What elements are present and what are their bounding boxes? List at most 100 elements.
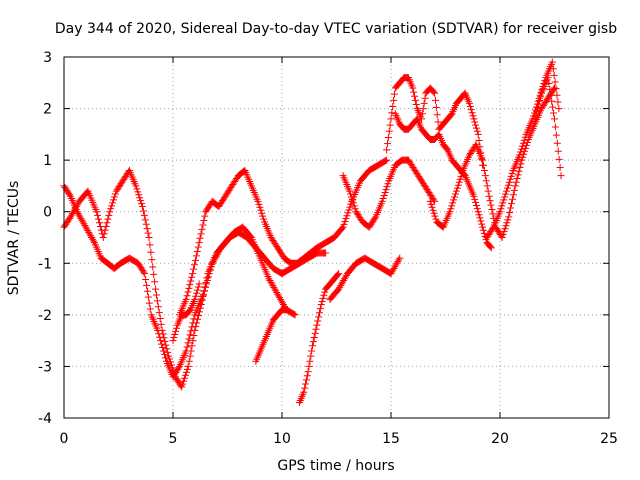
data-point (383, 146, 391, 154)
data-point (533, 108, 541, 116)
data-point (486, 197, 494, 205)
data-point (371, 214, 379, 222)
data-point (157, 320, 165, 328)
data-point (94, 211, 102, 219)
data-point (322, 249, 330, 257)
data-point (257, 206, 265, 214)
data-point (183, 343, 191, 351)
data-point (555, 105, 563, 113)
data-point (191, 326, 199, 334)
data-point (184, 339, 192, 347)
series-track-11 (426, 84, 558, 241)
data-point (105, 211, 113, 219)
data-point (152, 291, 160, 299)
data-point (486, 243, 494, 251)
data-point (181, 371, 189, 379)
data-point (419, 105, 427, 113)
data-point (259, 212, 267, 220)
data-point (314, 317, 322, 325)
series-track-5 (252, 306, 290, 365)
data-point (443, 145, 451, 153)
data-point (315, 313, 323, 321)
data-point (187, 327, 195, 335)
data-point (100, 230, 108, 238)
data-point (433, 111, 441, 119)
x-axis-label: GPS time / hours (277, 458, 394, 474)
data-point (550, 109, 558, 117)
data-point (96, 219, 104, 227)
data-point (186, 352, 194, 360)
data-point (458, 169, 466, 177)
data-point (102, 222, 110, 230)
data-point (190, 265, 198, 273)
data-point (484, 187, 492, 195)
data-point (170, 370, 178, 378)
data-point (350, 202, 358, 210)
data-point (179, 380, 187, 388)
data-point (107, 205, 115, 213)
data-point (476, 214, 484, 222)
data-point (382, 186, 390, 194)
data-point (167, 361, 175, 369)
data-point (516, 151, 524, 159)
data-point (382, 157, 390, 165)
data-point (154, 303, 162, 311)
series-track-10 (391, 110, 495, 252)
data-point (499, 199, 507, 207)
data-point (536, 96, 544, 104)
data-point (199, 221, 207, 229)
data-point (506, 208, 514, 216)
series-track-2 (60, 166, 299, 391)
data-point (200, 217, 208, 225)
data-point (535, 100, 543, 108)
data-point (196, 234, 204, 242)
data-point (509, 191, 517, 199)
data-point (93, 208, 101, 216)
data-point (140, 268, 148, 276)
data-point (531, 115, 539, 123)
data-point (515, 167, 523, 175)
data-point (110, 193, 118, 201)
data-point (447, 111, 455, 119)
data-point (66, 191, 74, 199)
data-point (138, 203, 146, 211)
data-point (303, 372, 311, 380)
data-point (319, 294, 327, 302)
y-axis-label: SDTVAR / TECUs (6, 181, 22, 296)
data-point (134, 188, 142, 196)
data-point (110, 196, 118, 204)
data-point (507, 172, 515, 180)
data-point (153, 297, 161, 305)
y-tick-label: -1 (38, 256, 52, 272)
data-point (513, 175, 521, 183)
data-point (506, 175, 514, 183)
data-point (518, 156, 526, 164)
data-point (507, 204, 515, 212)
data-point (136, 194, 144, 202)
data-point (311, 329, 319, 337)
data-point (172, 327, 180, 335)
data-point (457, 172, 465, 180)
data-point (338, 224, 346, 232)
data-point (194, 315, 202, 323)
x-tick-label: 15 (382, 431, 400, 447)
data-point (146, 241, 154, 249)
data-point (133, 185, 141, 193)
data-point (475, 137, 483, 145)
data-point (547, 91, 555, 99)
data-point (150, 270, 158, 278)
x-tick-label: 10 (273, 431, 291, 447)
data-point (503, 184, 511, 192)
data-point (489, 210, 497, 218)
y-tick-label: 0 (43, 205, 52, 221)
data-point (282, 306, 290, 314)
data-point (258, 209, 266, 217)
data-point (185, 335, 193, 343)
data-point (432, 215, 440, 223)
data-point (421, 94, 429, 102)
data-point (551, 84, 558, 92)
data-point (144, 229, 152, 237)
data-point (516, 164, 524, 172)
data-point (148, 256, 156, 264)
data-point (432, 104, 440, 112)
